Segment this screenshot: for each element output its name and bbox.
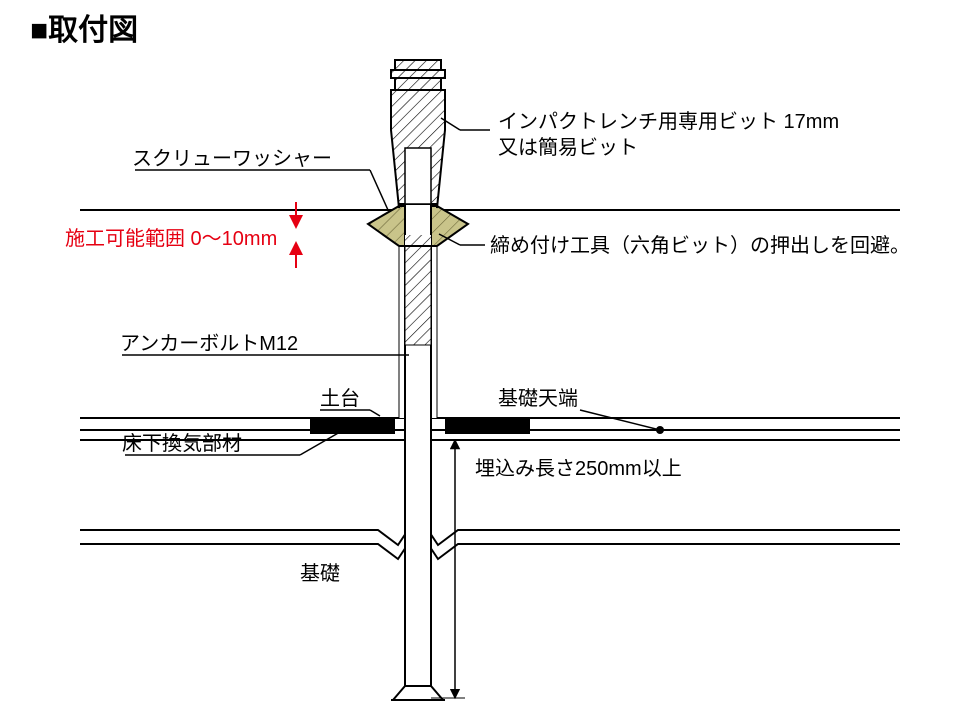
underfloor-vent-left [310,418,395,434]
label-bit: インパクトレンチ用専用ビット 17mm [498,110,839,133]
label-bit2: 又は簡易ビット [498,136,638,159]
label-pushout: 締め付け工具（六角ビット）の押出しを回避。 [490,234,910,257]
label-kiso: 基礎 [300,562,340,585]
installation-diagram: インパクトレンチ用専用ビット 17mm 又は簡易ビット スクリューワッシャー締め付け… [65,60,910,700]
label-dodai: 土台 [320,387,360,410]
label-kiso-top: 基礎天端 [498,387,578,410]
label-underfloor: 床下換気部材 [122,432,242,455]
label-embed: 埋込み長さ250mm以上 [475,457,682,480]
label-screw-washer: スクリューワッシャー [132,147,332,170]
diagram-canvas: ■取付図 インパクトレンチ用専用ビット 17mm 又は簡易ビット スクリューワッシャ… [0,0,960,720]
label-anchor: アンカーボルトM12 [120,332,298,355]
page-title: ■取付図 [30,14,138,47]
label-range: 施工可能範囲 0〜10mm [65,227,277,250]
underfloor-vent-right [445,418,530,434]
